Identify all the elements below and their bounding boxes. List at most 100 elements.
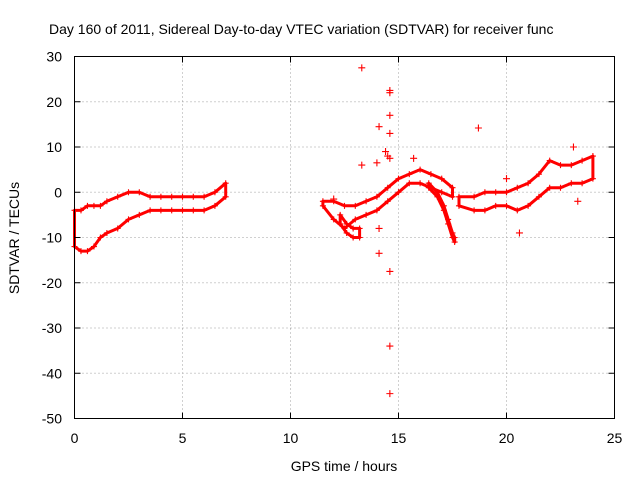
y-tick-label: -50 (42, 411, 62, 427)
data-area (71, 64, 596, 398)
data-point (84, 202, 91, 209)
x-tick-label: 5 (179, 430, 187, 446)
data-point (190, 193, 197, 200)
x-tick-label: 20 (499, 430, 515, 446)
data-point (406, 171, 413, 178)
outlier-point (474, 124, 482, 132)
outlier-point (386, 154, 394, 162)
outlier-point (386, 267, 394, 275)
data-point (211, 189, 218, 196)
data-point (373, 193, 380, 200)
data-point (179, 193, 186, 200)
outlier-point (382, 148, 390, 156)
outlier-point (386, 129, 394, 137)
data-point (503, 189, 510, 196)
data-point (147, 207, 154, 214)
outlier-point (503, 175, 510, 183)
outlier-point (330, 195, 338, 203)
data-point (114, 193, 121, 200)
data-point (395, 175, 402, 182)
y-axis-label: SDTVAR / TECUs (6, 182, 22, 294)
grid (74, 56, 615, 419)
data-point (425, 184, 432, 191)
data-point (557, 184, 564, 191)
data-point (455, 202, 462, 209)
data-point (222, 180, 229, 187)
data-point (451, 239, 458, 246)
data-point (455, 193, 462, 200)
data-point (147, 193, 154, 200)
chart-title: Day 160 of 2011, Sidereal Day-to-day VTE… (49, 21, 553, 37)
data-point (427, 171, 434, 178)
data-point (363, 211, 370, 218)
y-tick-label: 30 (46, 49, 62, 65)
outlier-point (569, 143, 577, 151)
outlier-point (386, 390, 394, 398)
data-point (319, 202, 326, 209)
y-tick-label: 0 (54, 184, 62, 200)
data-point (125, 189, 132, 196)
outlier-point (574, 197, 582, 205)
outlier-point (375, 224, 383, 232)
data-point (337, 220, 344, 227)
data-point (481, 189, 488, 196)
data-point (97, 234, 104, 241)
data-point (395, 189, 402, 196)
x-tick-label: 25 (607, 430, 623, 446)
data-point (330, 216, 337, 223)
data-point (97, 202, 104, 209)
y-tick-label: -20 (42, 275, 62, 291)
data-point (356, 234, 363, 241)
data-point (363, 198, 370, 205)
y-tick-label: -40 (42, 365, 62, 381)
data-point (417, 166, 424, 173)
data-point (136, 211, 143, 218)
outlier-point (386, 111, 394, 119)
data-point (471, 207, 478, 214)
data-point (440, 207, 447, 214)
data-point (514, 184, 521, 191)
data-point (356, 225, 363, 232)
data-point (557, 162, 564, 169)
y-tick-label: 10 (46, 139, 62, 155)
data-point (384, 198, 391, 205)
data-point (157, 193, 164, 200)
data-point (103, 198, 110, 205)
data-point (125, 216, 132, 223)
data-point (77, 248, 84, 255)
outlier-point (386, 89, 394, 97)
data-point (481, 207, 488, 214)
data-point (201, 207, 208, 214)
data-point (373, 207, 380, 214)
outlier-point (375, 123, 383, 131)
data-point (525, 180, 532, 187)
x-tick-label: 15 (391, 430, 407, 446)
data-point (77, 207, 84, 214)
outlier-point (358, 64, 366, 72)
data-point (190, 207, 197, 214)
y-tick-label: -30 (42, 320, 62, 336)
outlier-point (410, 154, 418, 162)
data-point (492, 189, 499, 196)
data-point (90, 243, 97, 250)
data-point (492, 202, 499, 209)
axis-ticks: 0 5 10 15 20 25 -50 -40 -30 -20 -10 0 10 20 30 (42, 49, 623, 447)
data-point (114, 225, 121, 232)
data-point (90, 202, 97, 209)
data-point (337, 211, 344, 218)
data-point (84, 248, 91, 255)
data-point (449, 193, 456, 200)
data-point (350, 234, 357, 241)
data-point (589, 153, 596, 160)
outlier-point (373, 159, 381, 167)
data-point (438, 175, 445, 182)
data-point (341, 202, 348, 209)
data-point (535, 171, 542, 178)
data-point (157, 207, 164, 214)
data-point (168, 193, 175, 200)
outlier-point (386, 342, 394, 350)
data-point (568, 180, 575, 187)
data-point (417, 180, 424, 187)
data-point (343, 220, 350, 227)
data-point (535, 193, 542, 200)
